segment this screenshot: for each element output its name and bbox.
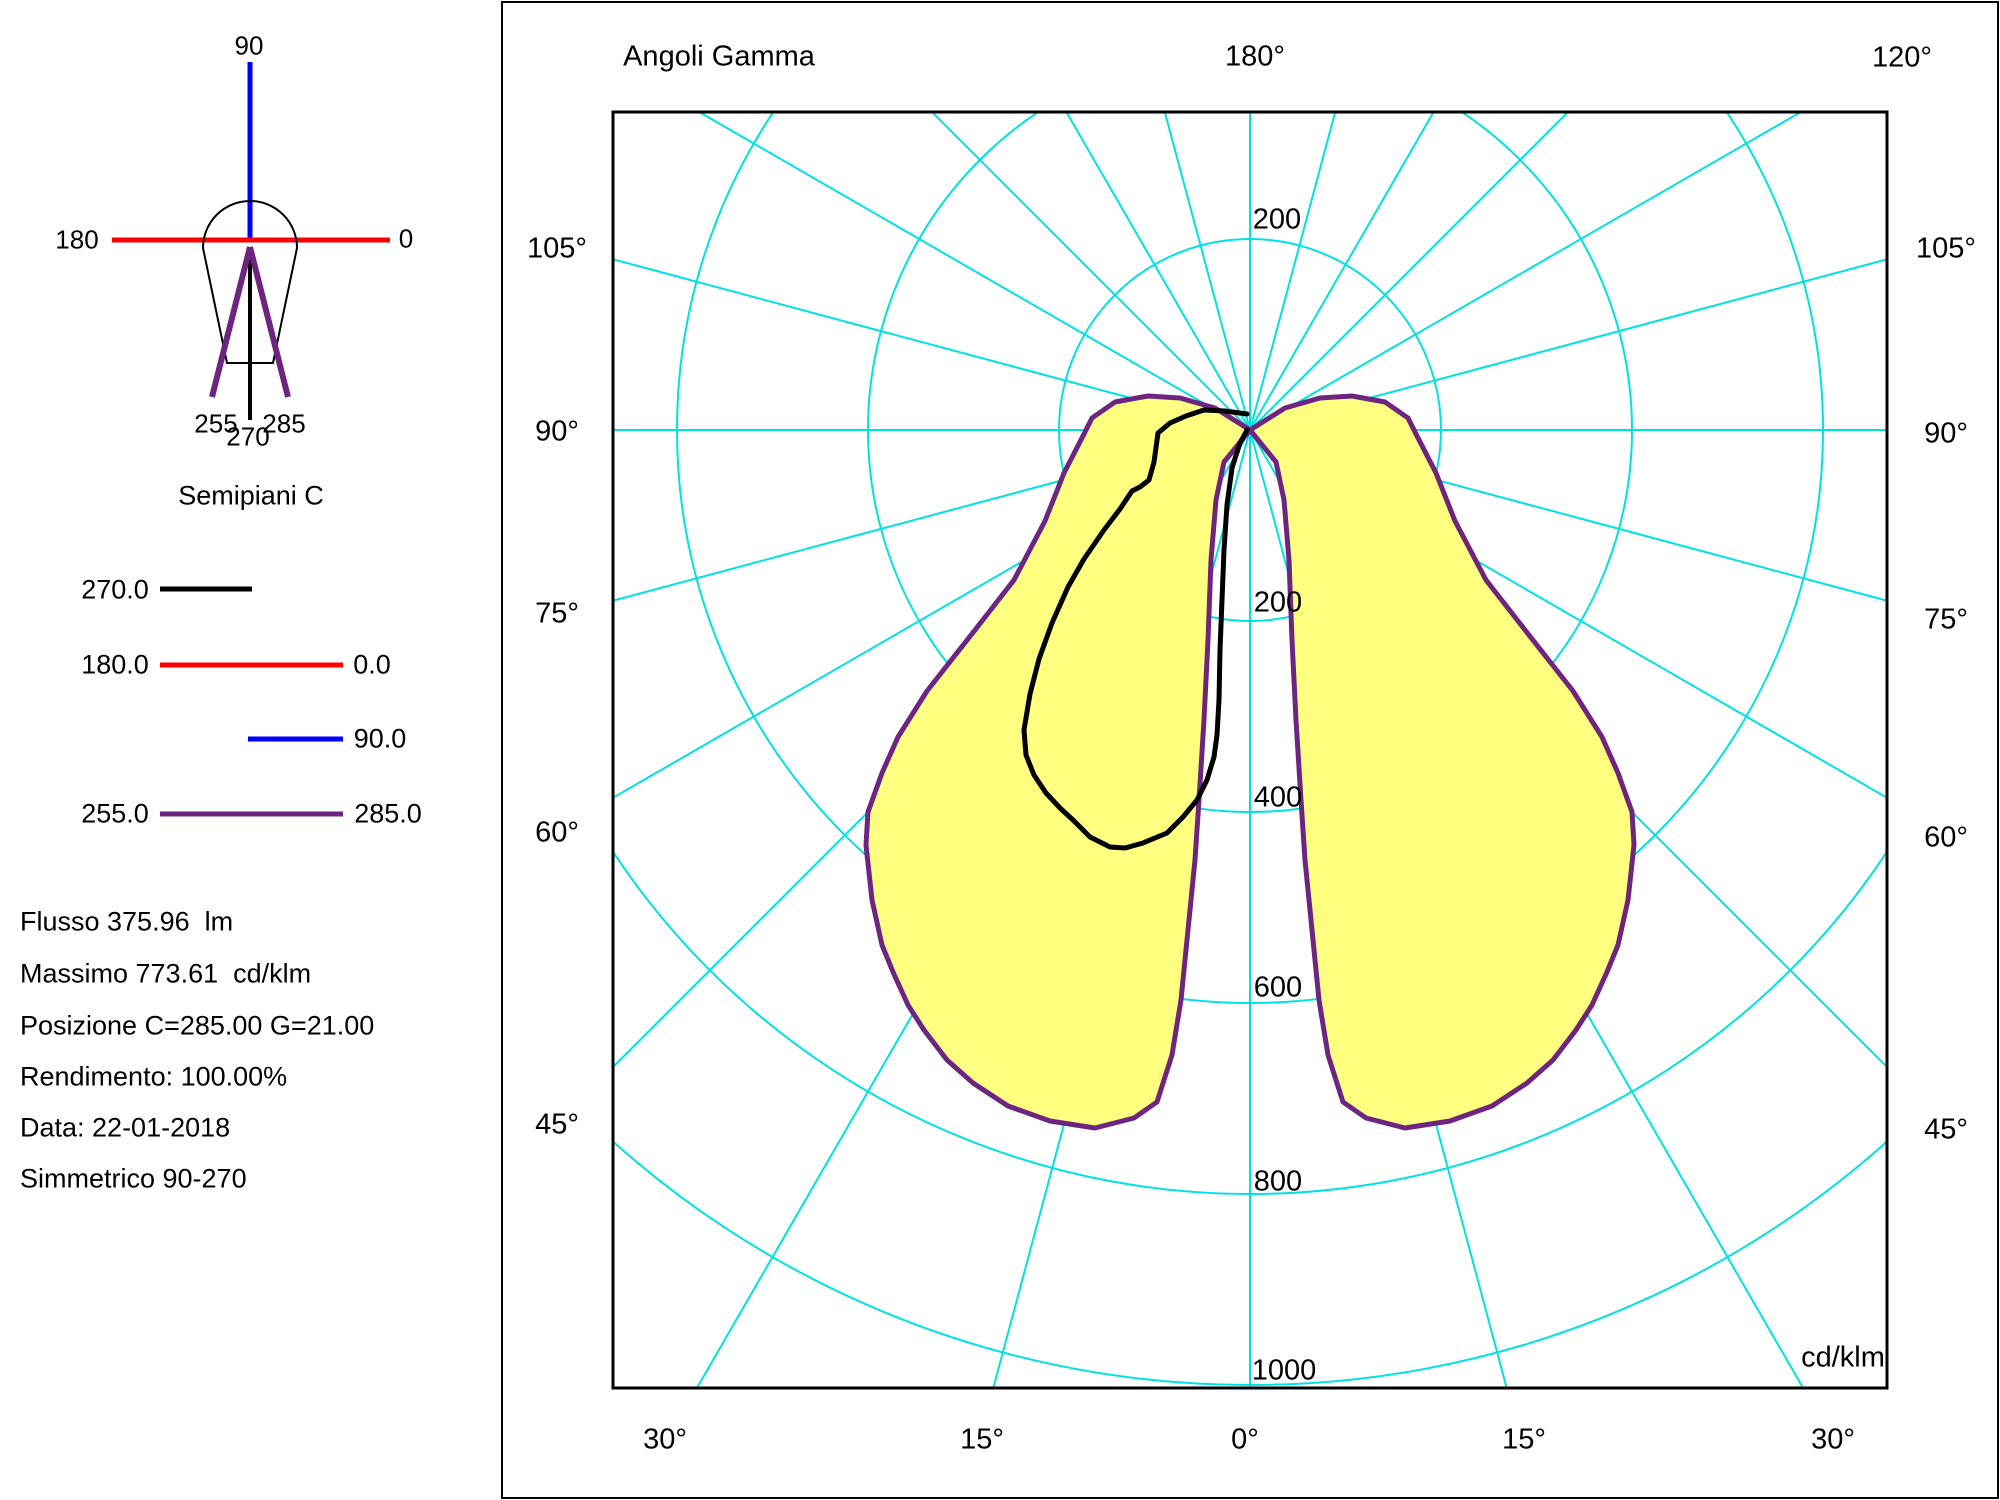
- info-simmetrico: Simmetrico 90-270: [20, 1163, 247, 1194]
- legend-270-label: 270.0: [81, 574, 149, 605]
- info-rendimento: Rendimento: 100.00%: [20, 1061, 288, 1092]
- unit-label: cd/klm: [1801, 1341, 1885, 1374]
- ring-400-label: 400: [1253, 781, 1303, 814]
- gamma-75-left-label: 75°: [535, 597, 579, 630]
- lamp-axis-0-label: 0: [398, 223, 414, 254]
- gamma-90-right-label: 90°: [1924, 417, 1968, 450]
- gamma-30-bottom-left-label: 30°: [643, 1423, 687, 1456]
- gamma-105-left-label: 105°: [527, 232, 587, 265]
- gamma-105-right-label: 105°: [1916, 232, 1976, 265]
- ring-200-label: 200: [1253, 586, 1303, 619]
- gamma-60-right-label: 60°: [1924, 821, 1968, 854]
- legend-90-label: 90.0: [353, 723, 407, 754]
- gamma-90-left-label: 90°: [535, 415, 579, 448]
- gamma-30-bottom-right-label: 30°: [1811, 1423, 1855, 1456]
- lamp-axis-180-label: 180: [55, 224, 99, 255]
- lamp-axis-285-label: 285: [262, 408, 306, 439]
- info-massimo: Massimo 773.61 cd/klm: [20, 958, 312, 989]
- ring-600-label: 600: [1253, 971, 1303, 1004]
- gamma-45-left-label: 45°: [535, 1108, 579, 1141]
- ring-800-label: 800: [1253, 1165, 1303, 1198]
- gamma-15-bottom-right-label: 15°: [1502, 1423, 1546, 1456]
- info-posizione: Posizione C=285.00 G=21.00: [20, 1010, 375, 1041]
- legend-255-label: 255.0: [81, 798, 149, 829]
- gamma-45-right-label: 45°: [1924, 1113, 1968, 1146]
- ring-1000-label: 1000: [1251, 1354, 1317, 1387]
- gamma-120-top-label: 120°: [1872, 41, 1932, 74]
- gamma-180-top-label: 180°: [1225, 40, 1285, 73]
- legend-285-label: 285.0: [354, 798, 422, 829]
- info-flusso: Flusso 375.96 lm: [20, 906, 234, 937]
- legend-0-label: 0.0: [353, 649, 391, 680]
- ring-200-top-label: 200: [1252, 203, 1302, 236]
- gamma-60-left-label: 60°: [535, 816, 579, 849]
- gamma-15-bottom-left-label: 15°: [960, 1423, 1004, 1456]
- lamp-axis-270-label: 270: [226, 421, 270, 452]
- gamma-75-right-label: 75°: [1924, 603, 1968, 636]
- legend-180-label: 180.0: [81, 649, 149, 680]
- semipiani-title: Semipiani C: [178, 480, 324, 511]
- lamp-axis-255-label: 255: [194, 408, 238, 439]
- gamma-0-bottom-label: 0°: [1231, 1423, 1259, 1456]
- lamp-axis-90-label: 90: [234, 30, 264, 61]
- info-data: Data: 22-01-2018: [20, 1112, 231, 1143]
- chart-title: Angoli Gamma: [623, 40, 815, 73]
